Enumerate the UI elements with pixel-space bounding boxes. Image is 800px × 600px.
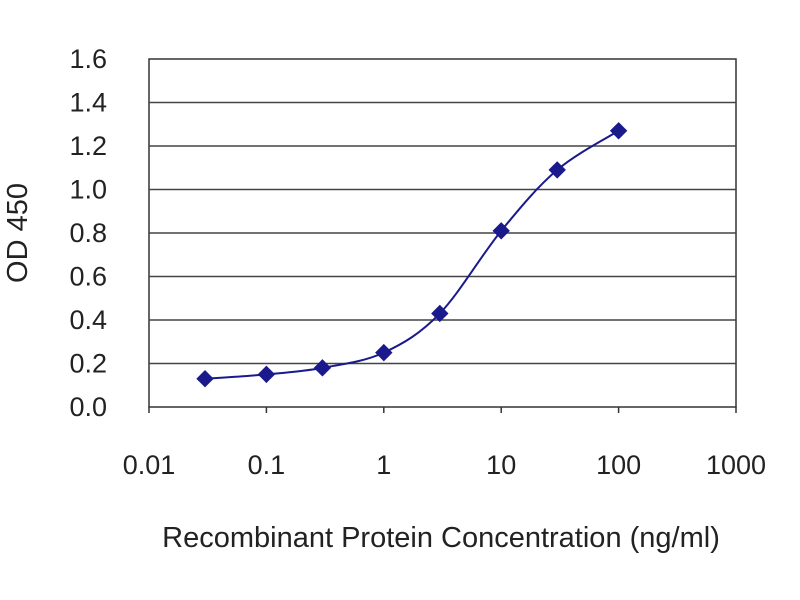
series-fit-curve (204, 129, 620, 380)
x-tick-label: 1000 (706, 450, 766, 480)
x-tick-label: 100 (596, 450, 641, 480)
data-point-diamond (548, 161, 566, 179)
y-tick-label: 1.0 (69, 175, 107, 205)
data-point-diamond (257, 365, 276, 384)
y-tick-label: 0.4 (69, 305, 107, 335)
y-tick-label: 0.6 (69, 262, 107, 292)
x-tick-label: 0.1 (248, 450, 286, 480)
y-tick-label: 0.0 (69, 392, 107, 422)
x-axis-ticks (148, 407, 737, 413)
data-point-diamond (313, 359, 332, 377)
y-tick-label: 1.2 (69, 131, 107, 161)
x-axis-title: Recombinant Protein Concentration (ng/ml… (162, 522, 720, 554)
data-points (196, 122, 628, 388)
y-tick-label: 0.8 (69, 218, 107, 248)
x-axis-tick-labels: 0.01 0.1 1 10 100 1000 (123, 450, 766, 480)
gridlines (149, 101, 736, 365)
x-tick-label: 1 (376, 450, 391, 480)
y-axis-title: OD 450 (2, 183, 34, 283)
x-tick-label: 10 (486, 450, 516, 480)
data-point-diamond (492, 222, 510, 240)
data-point-diamond (431, 304, 449, 323)
y-tick-label: 0.2 (69, 349, 107, 379)
y-axis-tick-labels: 0.0 0.2 0.4 0.6 0.8 1.0 1.2 1.4 1.6 (69, 44, 107, 422)
x-tick-label: 0.01 (123, 450, 176, 480)
y-tick-label: 1.6 (69, 44, 107, 74)
data-point-diamond (609, 122, 628, 140)
data-point-diamond (375, 343, 393, 362)
y-tick-label: 1.4 (69, 88, 107, 118)
data-point-diamond (196, 370, 214, 388)
